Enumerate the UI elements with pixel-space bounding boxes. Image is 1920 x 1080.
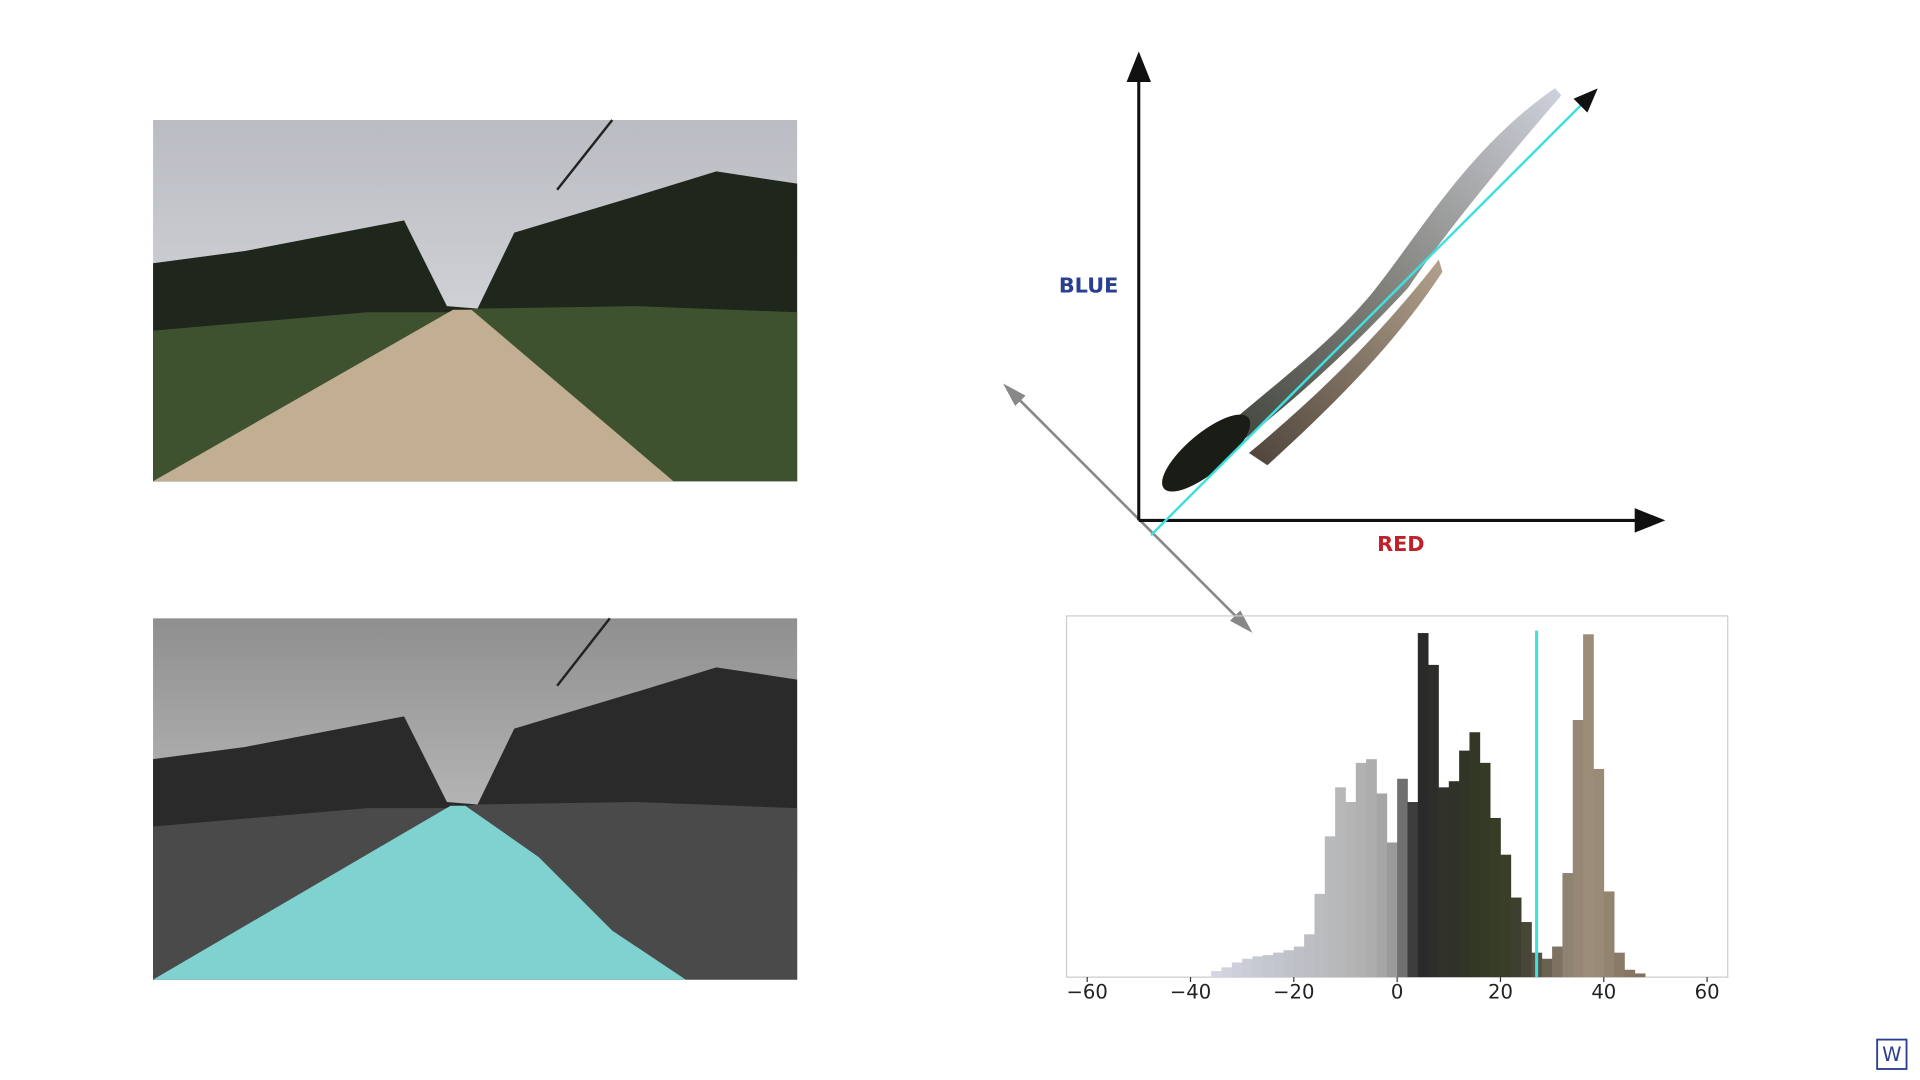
bar	[1603, 891, 1615, 978]
x-tick-label: −20	[1273, 981, 1314, 1004]
bar	[1242, 958, 1253, 978]
bar	[1562, 873, 1574, 978]
bar	[1510, 897, 1522, 978]
bar	[1438, 787, 1450, 978]
x-tick-label: 20	[1488, 981, 1513, 1004]
bar	[1634, 973, 1646, 978]
bar	[1469, 732, 1481, 978]
bar	[1283, 950, 1295, 978]
bar	[1293, 946, 1305, 978]
bar	[1304, 934, 1315, 978]
x-tick-label: −60	[1067, 981, 1108, 1004]
bar	[1262, 955, 1274, 978]
bar	[1386, 842, 1398, 978]
road-photo	[153, 119, 798, 482]
bar	[1314, 893, 1326, 978]
x-tick-label: −40	[1170, 981, 1211, 1004]
x-tick-label: 0	[1391, 981, 1403, 1004]
x-tick-label: 40	[1591, 981, 1616, 1004]
bar	[1448, 781, 1460, 978]
x-tick-label: 60	[1695, 981, 1720, 1004]
segmented-photo	[153, 617, 798, 980]
bar	[1583, 634, 1594, 978]
pixel-cloud	[1162, 414, 1251, 492]
bar	[1252, 956, 1264, 978]
bar	[1459, 750, 1470, 978]
bar	[1211, 971, 1222, 978]
bar	[1417, 633, 1429, 978]
green-axis	[1005, 386, 1253, 633]
bar	[1335, 787, 1346, 978]
bar	[1376, 793, 1388, 978]
bar	[1407, 802, 1419, 978]
bar	[1231, 962, 1243, 978]
color-space-plot: BLUE RED	[1003, 51, 1666, 633]
bar	[1552, 946, 1563, 978]
pixel-cloud	[1169, 88, 1562, 484]
histogram: −60 −40 −20 0 20 40 60	[1065, 615, 1729, 1004]
bar	[1355, 762, 1367, 978]
bar	[1614, 952, 1625, 978]
logo-text: W	[1882, 1043, 1901, 1066]
bar	[1428, 664, 1439, 978]
bar	[1345, 802, 1357, 978]
bar	[1521, 922, 1532, 978]
bar	[1366, 759, 1377, 978]
bar	[1221, 967, 1233, 978]
pixel-cloud	[1248, 259, 1443, 466]
bar	[1479, 762, 1491, 978]
red-label: RED	[1377, 532, 1424, 556]
bar	[1624, 969, 1636, 978]
bar	[1324, 836, 1336, 978]
projection-line	[1150, 88, 1598, 536]
bar	[1273, 952, 1284, 978]
bar	[1500, 854, 1512, 978]
bar	[1572, 720, 1584, 978]
blue-label: BLUE	[1059, 274, 1118, 298]
bar	[1490, 817, 1501, 978]
bar	[1541, 958, 1553, 978]
logo: W	[1876, 1038, 1908, 1070]
bar	[1593, 768, 1605, 978]
bar	[1397, 778, 1408, 978]
